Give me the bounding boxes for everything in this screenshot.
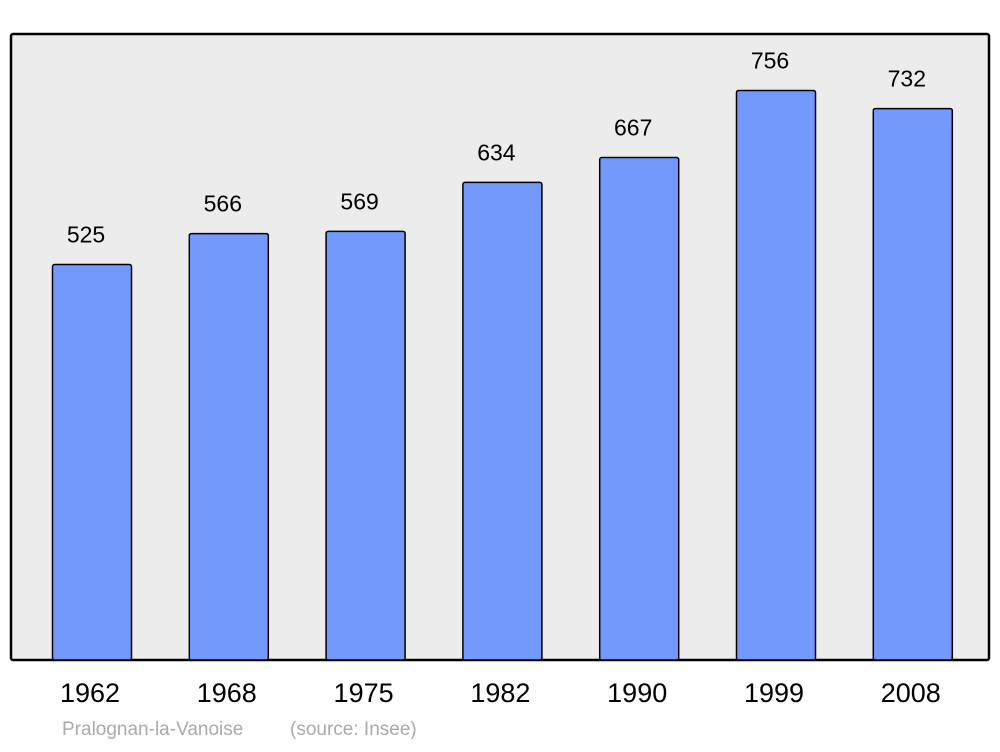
x-tick-label: 1999 <box>744 678 804 708</box>
place-label: Pralognan-la-Vanoise <box>62 719 243 740</box>
value-label: 569 <box>340 188 378 214</box>
bar <box>598 156 680 661</box>
value-label: 732 <box>888 66 926 92</box>
bar <box>872 107 954 661</box>
bar <box>188 232 270 661</box>
x-tick-label: 1982 <box>470 678 530 708</box>
bar <box>735 89 817 661</box>
value-label: 525 <box>67 222 105 248</box>
value-label: 756 <box>751 48 789 74</box>
bar <box>462 181 543 661</box>
bar <box>325 230 406 661</box>
x-tick-label: 1968 <box>197 678 257 708</box>
bar <box>51 263 133 661</box>
value-label: 566 <box>204 191 242 217</box>
value-label: 634 <box>477 139 516 165</box>
x-tick-label: 1962 <box>60 678 120 708</box>
x-tick-label: 1990 <box>607 678 667 708</box>
x-tick-label: 2008 <box>881 678 941 708</box>
x-tick-label: 1975 <box>334 678 394 708</box>
value-label: 667 <box>614 115 652 141</box>
source-label: (source: Insee) <box>290 719 417 740</box>
